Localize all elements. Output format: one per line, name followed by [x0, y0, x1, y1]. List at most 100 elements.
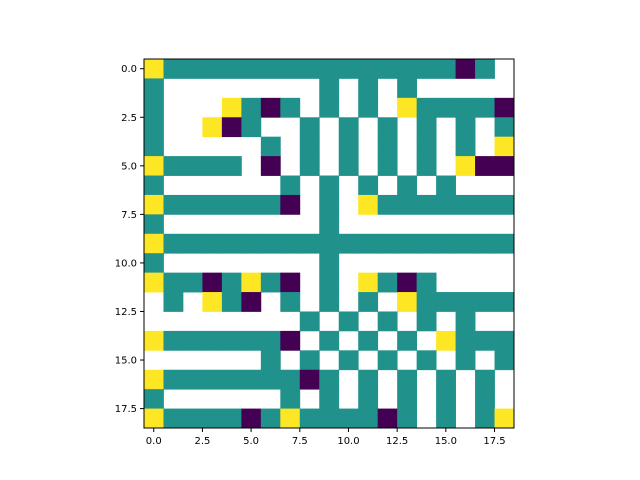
heatmap-cell — [358, 233, 379, 254]
heatmap-cell — [377, 233, 398, 254]
heatmap-cell — [436, 194, 456, 215]
heatmap-cell — [338, 117, 359, 138]
heatmap-cell — [416, 59, 437, 79]
heatmap-cell — [416, 194, 437, 215]
heatmap-cell — [202, 233, 223, 254]
heatmap-cell — [182, 272, 203, 293]
y-tick-label: 5.0 — [121, 161, 137, 172]
x-tick-label: 10.0 — [337, 436, 359, 447]
y-tick-label: 12.5 — [115, 307, 137, 318]
heatmap-cell — [144, 330, 164, 351]
heatmap-cells — [144, 59, 515, 429]
heatmap-cell — [241, 292, 262, 312]
heatmap-cell — [319, 369, 340, 390]
heatmap-cell — [455, 233, 476, 254]
heatmap-cell — [319, 233, 340, 254]
heatmap-cell — [377, 350, 398, 371]
heatmap-cell — [163, 194, 184, 215]
heatmap-cell — [338, 136, 359, 157]
heatmap-cell — [436, 175, 456, 196]
heatmap-cell — [260, 369, 281, 390]
heatmap-cell — [416, 272, 437, 293]
heatmap-cell — [455, 136, 476, 157]
heatmap-cell — [260, 272, 281, 293]
heatmap-cell — [475, 369, 495, 390]
heatmap-cell — [144, 233, 164, 254]
heatmap-cell — [202, 117, 223, 138]
heatmap-cell — [241, 330, 262, 351]
heatmap-cell — [475, 408, 495, 429]
heatmap-cell — [358, 175, 379, 196]
x-tick-label: 12.5 — [386, 436, 408, 447]
heatmap-cell — [280, 194, 301, 215]
x-tick-label: 5.0 — [243, 436, 259, 447]
heatmap-cell — [280, 272, 301, 293]
x-tick-label: 0.0 — [146, 436, 162, 447]
heatmap-cell — [416, 292, 437, 312]
heatmap-cell — [299, 369, 320, 390]
x-tick-label: 15.0 — [435, 436, 457, 447]
y-tick-label: 2.5 — [121, 113, 137, 124]
heatmap-cell — [260, 59, 281, 79]
heatmap-cell — [260, 350, 281, 371]
heatmap-cell — [397, 194, 418, 215]
heatmap-cell — [436, 292, 456, 312]
heatmap-cell — [436, 97, 456, 118]
heatmap-cell — [202, 330, 223, 351]
heatmap-cell — [163, 272, 184, 293]
heatmap-cell — [163, 156, 184, 176]
y-tick-label: 0.0 — [121, 64, 137, 75]
heatmap-cell — [319, 272, 340, 293]
heatmap-cell — [436, 389, 456, 409]
heatmap-cell — [144, 369, 164, 390]
heatmap-cell — [202, 292, 223, 312]
heatmap-cell — [163, 330, 184, 351]
heatmap-cell — [494, 330, 515, 351]
heatmap-cell — [397, 389, 418, 409]
heatmap-cell — [455, 311, 476, 332]
heatmap-cell — [319, 389, 340, 409]
heatmap-cell — [144, 408, 164, 429]
heatmap-cell — [202, 156, 223, 176]
heatmap-cell — [144, 117, 164, 138]
heatmap-cell — [241, 97, 262, 118]
heatmap-cell — [377, 156, 398, 176]
heatmap-cell — [436, 233, 456, 254]
heatmap-cell — [260, 233, 281, 254]
heatmap-cell — [455, 156, 476, 176]
heatmap-cell — [299, 156, 320, 176]
heatmap-cell — [436, 330, 456, 351]
heatmap-cell — [494, 350, 515, 371]
x-tick-label: 7.5 — [292, 436, 308, 447]
heatmap-cell — [280, 233, 301, 254]
heatmap-cell — [241, 233, 262, 254]
heatmap-cell — [416, 136, 437, 157]
heatmap-cell — [202, 194, 223, 215]
heatmap-cell — [182, 156, 203, 176]
heatmap-cell — [358, 369, 379, 390]
heatmap-cell — [144, 136, 164, 157]
heatmap-cell — [416, 117, 437, 138]
heatmap-cell — [377, 194, 398, 215]
heatmap-cell — [163, 59, 184, 79]
heatmap-cell — [241, 369, 262, 390]
heatmap-cell — [397, 233, 418, 254]
heatmap-cell — [475, 194, 495, 215]
heatmap-cell — [494, 292, 515, 312]
heatmap-cell — [260, 97, 281, 118]
y-tick-label: 15.0 — [115, 356, 137, 367]
heatmap-cell — [221, 292, 242, 312]
heatmap-cell — [416, 233, 437, 254]
heatmap-cell — [182, 330, 203, 351]
heatmap-cell — [338, 408, 359, 429]
heatmap-cell — [144, 389, 164, 409]
heatmap-cell — [475, 59, 495, 79]
heatmap-cell — [494, 97, 515, 118]
heatmap-cell — [494, 194, 515, 215]
heatmap-cell — [377, 136, 398, 157]
heatmap-cell — [416, 311, 437, 332]
heatmap-cell — [397, 272, 418, 293]
heatmap-cell — [241, 194, 262, 215]
heatmap-cell — [377, 117, 398, 138]
heatmap-cell — [319, 214, 340, 235]
